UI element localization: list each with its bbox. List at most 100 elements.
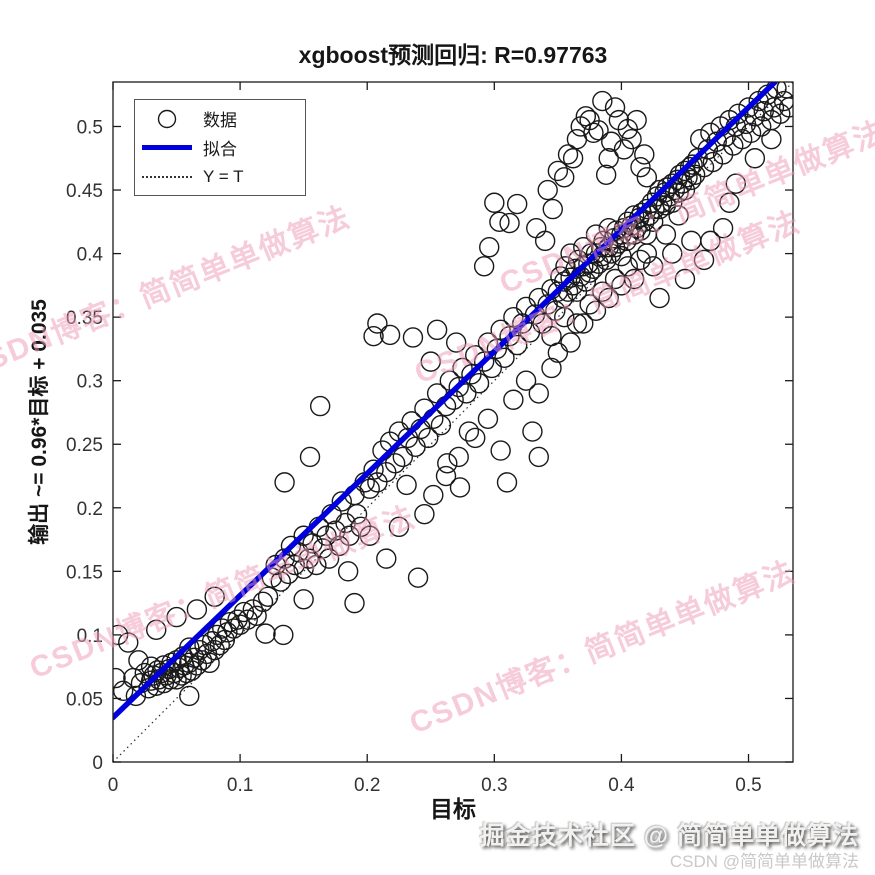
data-point — [456, 383, 477, 404]
data-point — [423, 484, 444, 506]
data-point — [562, 148, 584, 169]
data-point — [515, 370, 537, 391]
data-point — [325, 520, 346, 541]
data-point — [499, 212, 520, 234]
data-point — [337, 561, 359, 582]
data-point — [656, 177, 678, 198]
data-point — [554, 271, 575, 292]
data-point — [331, 491, 352, 512]
data-point — [601, 131, 622, 152]
data-point — [626, 109, 647, 131]
data-point — [237, 609, 258, 630]
data-point — [725, 173, 747, 194]
data-point — [465, 427, 486, 449]
data-point — [537, 294, 558, 315]
y-tick-label: 0.05 — [66, 689, 103, 710]
data-point — [662, 192, 683, 213]
data-point — [598, 148, 619, 169]
data-point — [649, 287, 670, 309]
data-point — [503, 389, 524, 410]
y-tick-label: 0.1 — [77, 626, 103, 647]
data-point — [674, 179, 696, 201]
data-point — [560, 332, 581, 353]
data-point — [613, 217, 635, 239]
x-axis-label: 目标 — [430, 796, 476, 822]
data-point — [528, 446, 549, 468]
data-point — [166, 606, 187, 628]
legend-item-identity: Y = T — [141, 163, 297, 191]
fit-line — [113, 82, 778, 721]
data-point — [778, 97, 793, 118]
data-point — [227, 609, 248, 630]
data-point — [246, 605, 267, 627]
data-point — [448, 446, 469, 468]
data-point — [418, 427, 439, 449]
data-point — [700, 230, 721, 252]
data-point — [113, 680, 134, 702]
data-point — [751, 116, 772, 137]
data-point — [557, 144, 579, 165]
legend-label-identity: Y = T — [203, 166, 244, 186]
data-point — [489, 211, 510, 233]
x-tick-label: 0.1 — [227, 775, 253, 796]
data-point — [575, 271, 597, 292]
data-point — [113, 624, 129, 646]
data-point — [761, 128, 782, 150]
data-point — [274, 472, 295, 493]
data-point — [547, 160, 569, 182]
data-point — [204, 586, 225, 607]
data-point — [128, 650, 149, 671]
data-point — [407, 567, 429, 588]
y-tick-label: 0.45 — [66, 181, 103, 202]
x-tick-label: 0.3 — [481, 775, 507, 796]
data-point — [402, 327, 424, 348]
legend-item-fit: 拟合 — [141, 134, 297, 162]
data-point — [344, 592, 365, 614]
data-point — [636, 167, 658, 188]
data-point — [458, 421, 480, 442]
legend: 数据 拟合 Y = T — [134, 99, 306, 196]
data-point — [496, 472, 518, 493]
data-point — [580, 243, 602, 264]
data-point — [359, 478, 380, 499]
data-point — [541, 357, 562, 379]
data-point — [445, 332, 467, 353]
data-point — [367, 313, 388, 334]
data-point — [617, 256, 638, 277]
data-point — [621, 128, 642, 150]
legend-label-data: 数据 — [203, 111, 237, 130]
data-point — [191, 650, 213, 671]
data-point — [604, 97, 626, 118]
data-point — [473, 256, 495, 277]
data-point — [728, 103, 749, 124]
data-point — [242, 599, 264, 620]
data-point — [634, 144, 655, 165]
data-point — [592, 281, 613, 302]
data-point — [534, 230, 556, 252]
data-point — [363, 326, 384, 347]
data-point — [113, 667, 126, 689]
data-point — [270, 571, 291, 592]
data-point — [140, 656, 162, 677]
y-tick-label: 0.25 — [66, 435, 103, 456]
data-point — [298, 548, 319, 569]
data-point — [583, 122, 604, 144]
data-point — [257, 586, 279, 607]
data-point — [682, 154, 703, 175]
data-point — [668, 205, 689, 226]
data-point — [161, 652, 182, 674]
data-point — [118, 632, 139, 653]
data-point — [494, 347, 515, 369]
y-tick-label: 0.4 — [77, 245, 104, 266]
data-point — [592, 90, 613, 112]
data-point — [312, 538, 333, 559]
data-point — [166, 650, 187, 671]
data-point — [363, 459, 384, 480]
data-point — [346, 503, 368, 525]
legend-label-fit: 拟合 — [203, 140, 237, 159]
data-point — [547, 342, 569, 363]
data-point — [179, 637, 200, 658]
y-tick-label: 0.35 — [66, 308, 103, 329]
x-tick-label: 0 — [108, 775, 119, 796]
